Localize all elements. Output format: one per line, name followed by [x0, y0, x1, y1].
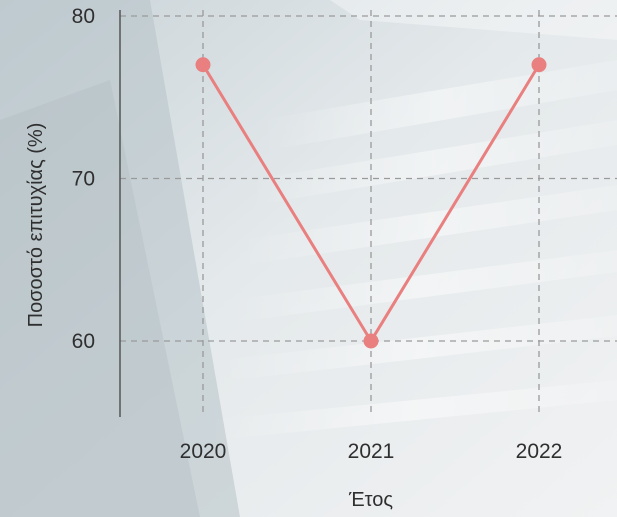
y-tick-label: 80 [72, 5, 95, 28]
data-point [363, 333, 379, 349]
x-tick-label: 2022 [516, 440, 563, 463]
data-point [531, 57, 547, 73]
y-axis-ticks: 60 70 80 [72, 5, 95, 353]
grid [120, 10, 617, 417]
x-axis-ticks: 2020 2021 2022 [180, 440, 563, 463]
y-tick-label: 60 [72, 330, 95, 353]
y-tick-label: 70 [72, 168, 95, 191]
x-tick-label: 2021 [348, 440, 395, 463]
data-point [195, 57, 211, 73]
series [195, 57, 547, 349]
y-axis-title: Ποσοστό επιτυχίας (%) [25, 123, 47, 328]
x-axis-title: Έτος [348, 489, 393, 511]
x-tick-label: 2020 [180, 440, 227, 463]
